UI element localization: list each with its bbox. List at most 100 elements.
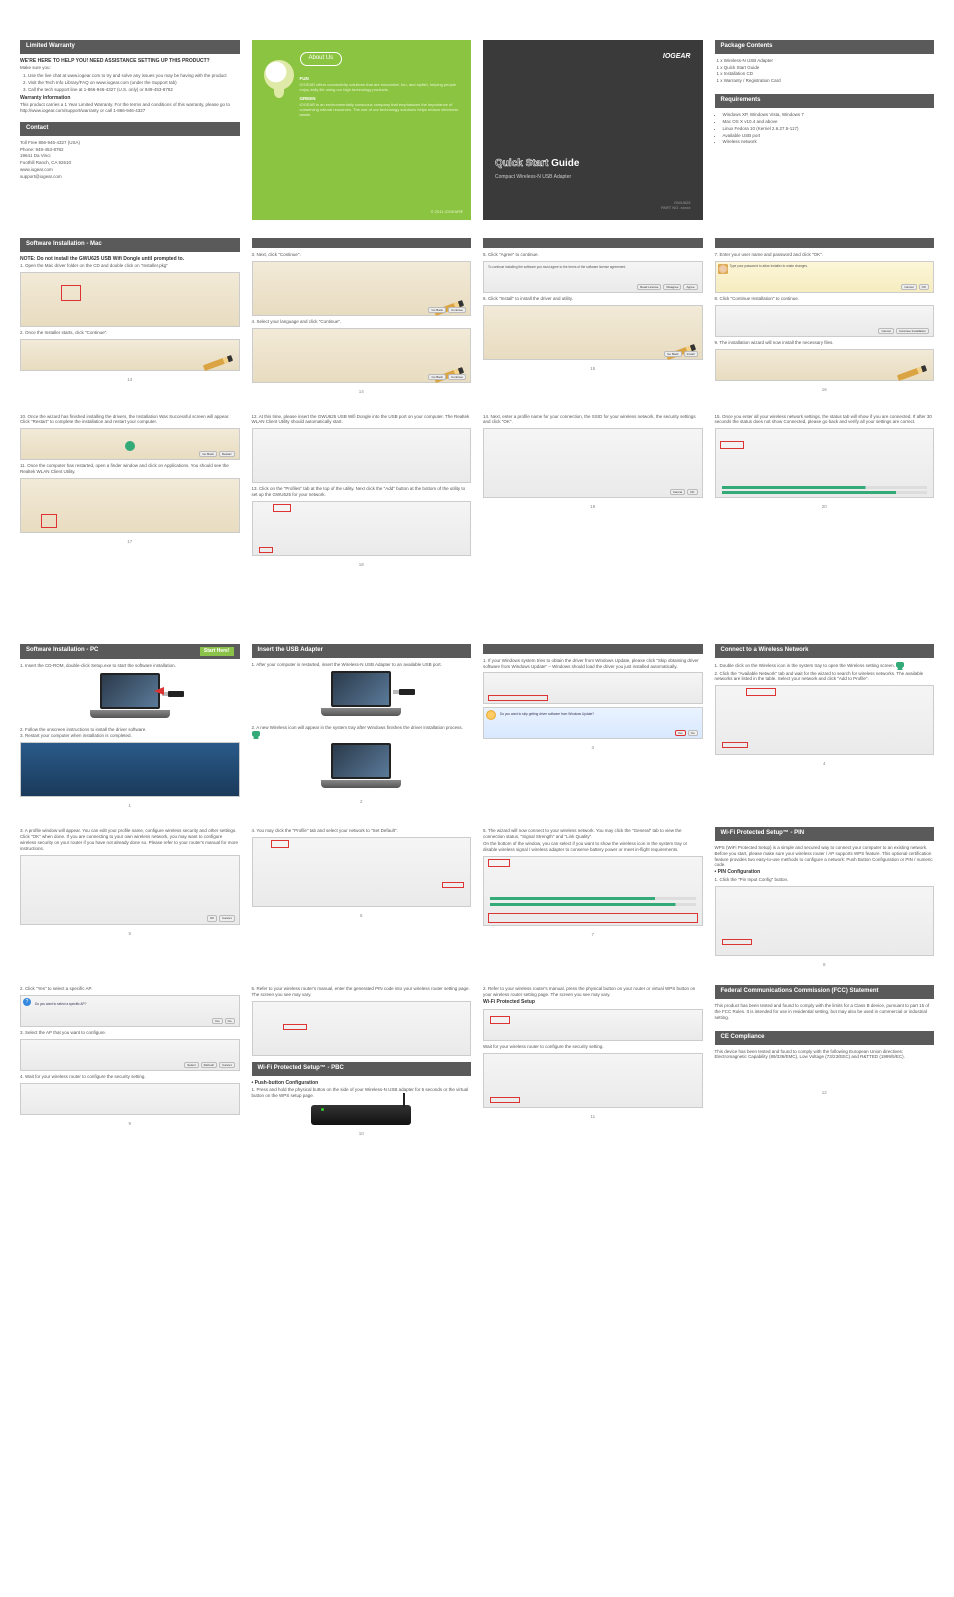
- contact-line: www.iogear.com: [20, 167, 240, 173]
- req-item: Mac OS X v10.4 and above: [723, 119, 935, 125]
- package-item: 1 x Wireless-N USB Adapter: [717, 58, 935, 64]
- page-number: 19: [483, 504, 703, 510]
- warranty-info-txt: This product carries a 1 Year Limited Wa…: [20, 102, 240, 114]
- pc-pg11: 2. Refer to your wireless router's manua…: [483, 985, 703, 1137]
- pbc-sub: • Push-button Configuration: [252, 1080, 472, 1087]
- mac-step6: 6. Click "Install" to install the driver…: [483, 296, 703, 302]
- page-number: 4: [715, 761, 935, 767]
- mac-pg15: 5. Click "Agree" to continue. To continu…: [483, 238, 703, 395]
- page-number: 7: [483, 932, 703, 938]
- router-illustration: [311, 1105, 411, 1125]
- info-icon: ?: [23, 998, 31, 1006]
- header-wps-pbc: Wi-Fi Protected Setup™ - PBC: [252, 1062, 472, 1076]
- page-number: 9: [20, 1121, 240, 1127]
- header-insert: Insert the USB Adapter: [252, 644, 472, 658]
- pc-pg4: Connect to a Wireless Network 1. Double …: [715, 644, 935, 809]
- logo: IOGEAR: [663, 52, 691, 61]
- screenshot-profile-edit: OKCancel: [20, 855, 240, 925]
- lock-icon: [718, 264, 728, 274]
- wps-label: Wi-Fi Protected Setup: [483, 999, 703, 1006]
- mac-step15: 15. Once you enter all your wireless net…: [715, 414, 935, 426]
- pc-pg7: 5. The wizard will now connect to your w…: [483, 827, 703, 967]
- mac-step12: 12. At this time, please insert the GWU6…: [252, 414, 472, 426]
- pc-pg5: 3. A profile window will appear. You can…: [20, 827, 240, 967]
- pc-pg12: Federal Communications Commission (FCC) …: [715, 985, 935, 1137]
- panel-warranty: Limited Warranty WE'RE HERE TO HELP YOU!…: [20, 40, 240, 220]
- header-fcc: Federal Communications Commission (FCC) …: [715, 985, 935, 999]
- ce-text: This device has been tested and found to…: [715, 1049, 935, 1061]
- mac-step7: 7. Enter your user name and password and…: [715, 252, 935, 258]
- wait-s4: 4. Wait for your wireless router to conf…: [20, 1074, 240, 1080]
- mac-pg18: 12. At this time, please insert the GWU6…: [252, 413, 472, 568]
- screenshot-status: [715, 428, 935, 498]
- page-number: 14: [252, 389, 472, 395]
- contact-line: support@iogear.com: [20, 174, 240, 180]
- screenshot-finder: [20, 272, 240, 327]
- screenshot-select-ap: Do you want to select a specific AP? ? Y…: [20, 995, 240, 1027]
- skip-text: Do you want to skip getting driver softw…: [500, 712, 698, 716]
- requirements-list: Windows XP, Windows Vista, Windows 7 Mac…: [715, 112, 935, 145]
- pc-step1: 1. Insert the CD-ROM, double-click Setup…: [20, 663, 240, 669]
- mac-step4: 4. Select your language and click "Conti…: [252, 319, 472, 325]
- package-item: 1 x Installation CD: [717, 71, 935, 77]
- mascot-icon: [264, 60, 294, 90]
- part-no: PART NO. xxxxx: [661, 205, 691, 210]
- pc-pg9: 2. Click "Yes" to select a specific AP. …: [20, 985, 240, 1137]
- cover-title-b: Guide: [548, 158, 579, 169]
- screenshot-installer: [20, 339, 240, 371]
- screenshot-router-pin: [252, 1001, 472, 1056]
- contact-line: Toll Free 866-946-4327 (USA): [20, 140, 240, 146]
- page-number: 15: [483, 366, 703, 372]
- screenshot-install: Go BackInstall: [483, 305, 703, 360]
- about-blurb: FUN IOGEAR offers connectivity solutions…: [300, 76, 460, 118]
- select-s3: 3. Select the AP that you want to config…: [20, 1030, 240, 1036]
- warranty-makesure: Make sure you:: [20, 65, 240, 71]
- req-item: Wireless network: [723, 139, 935, 145]
- header-pc-text: Software Installation - PC: [26, 647, 98, 655]
- req-item: Windows XP, Windows Vista, Windows 7: [723, 112, 935, 118]
- auth-text: Type your password to allow Installer to…: [730, 264, 808, 268]
- warning-icon: [486, 710, 496, 720]
- pc-pg1: Software Installation - PC Start Here! 1…: [20, 644, 240, 809]
- wps-wait: Wait for your wireless router to configu…: [483, 1044, 703, 1050]
- screenshot-utility: [252, 428, 472, 483]
- arrow-icon: [154, 687, 164, 695]
- connect-s2: 2. Click the "Available Network" tab and…: [715, 671, 935, 683]
- header-blank: [483, 644, 703, 654]
- header-blank: [715, 238, 935, 248]
- pc-pg3: 1. If your Windows system tries to obtai…: [483, 644, 703, 809]
- pc-pg6: 4. You may click the "Profile" tab and s…: [252, 827, 472, 967]
- warranty-list: Use the live chat at www.iogear.com to t…: [20, 73, 240, 93]
- page-number: 12: [715, 1090, 935, 1096]
- screenshot-continue: CancelContinue Installation: [715, 305, 935, 337]
- page-number: 20: [715, 504, 935, 510]
- panel-cover: IOGEAR Quick Start Guide Compact Wireles…: [483, 40, 703, 220]
- warranty-lead: WE'RE HERE TO HELP YOU! NEED ASSISTANCE …: [20, 58, 240, 65]
- header-mac: Software Installation - Mac: [20, 238, 240, 252]
- screenshot-progress: [715, 349, 935, 381]
- header-contact: Contact: [20, 122, 240, 136]
- check-icon: [125, 441, 135, 451]
- mac-step14: 14. Next, enter a profile name for your …: [483, 414, 703, 426]
- laptop-illustration: [321, 671, 401, 721]
- pin-s1: 1. Click the "Pin Input Config" button.: [715, 877, 935, 883]
- screenshot-wps-pbc: [483, 1053, 703, 1108]
- general-s2: On the bottom of the window, you can sel…: [483, 841, 703, 853]
- screenshot-applications: [20, 478, 240, 533]
- pc-step3: 3. Restart your computer when installati…: [20, 733, 240, 739]
- mac-step3: 3. Next, click "Continue".: [252, 252, 472, 258]
- page-number: 11: [483, 1114, 703, 1120]
- header-package: Package Contents: [715, 40, 935, 54]
- mac-pg20: 15. Once you enter all your wireless net…: [715, 413, 935, 568]
- req-item: Available USB port: [723, 133, 935, 139]
- contact-line: 19641 Da Vinci: [20, 153, 240, 159]
- screenshot-ap-list: SelectRefreshCancel: [20, 1039, 240, 1071]
- mac-step1: 1. Open the Mac driver folder on the CD …: [20, 263, 240, 269]
- pbc-s1: 1. Press and hold the physical button on…: [252, 1087, 472, 1099]
- connect-s1: 1. Double click on the Wireless icon in …: [715, 662, 935, 670]
- page-number: 10: [252, 1131, 472, 1137]
- general-s1: 5. The wizard will now connect to your w…: [483, 828, 703, 840]
- green-text: IOGEAR is an environmentally conscious c…: [300, 102, 459, 117]
- package-item: 1 x Warranty / Registration Card: [717, 78, 935, 84]
- screenshot-driver-install: [483, 672, 703, 704]
